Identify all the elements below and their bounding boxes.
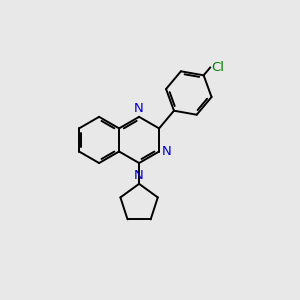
Text: N: N <box>162 145 172 158</box>
Text: N: N <box>134 102 144 115</box>
Text: N: N <box>134 169 144 182</box>
Text: Cl: Cl <box>212 61 224 74</box>
